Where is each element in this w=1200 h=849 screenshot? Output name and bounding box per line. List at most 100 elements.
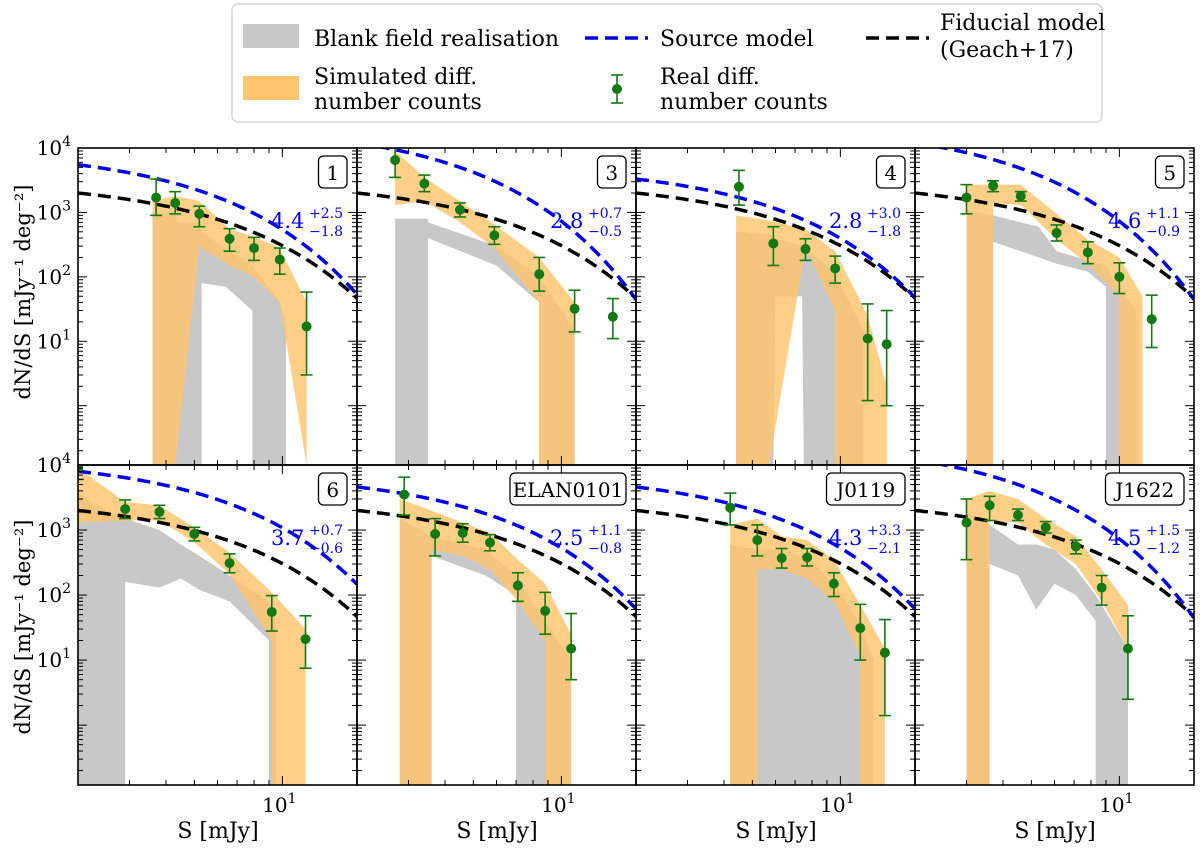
data-marker: [151, 192, 162, 203]
data-marker: [390, 155, 401, 166]
blank-field-band: [966, 209, 1138, 465]
x-axis-label-col2: S [mJy]: [456, 819, 537, 844]
estimate-lower: −1.2: [1146, 541, 1180, 557]
estimate-value: 4.3: [829, 526, 862, 550]
y-axis-label-top: dN/dS [mJy⁻¹ deg⁻²]: [11, 185, 35, 400]
data-marker: [399, 489, 410, 500]
data-point: [300, 291, 313, 376]
fiducial-model-line: [636, 508, 915, 618]
legend-sim-label-1: Simulated diff.: [314, 65, 477, 90]
panel-label: 6: [326, 478, 339, 502]
estimate-upper: +1.5: [1146, 523, 1180, 539]
y-tick-label: 102: [37, 581, 71, 607]
data-point: [188, 526, 201, 542]
data-marker: [776, 553, 787, 564]
data-marker: [569, 303, 580, 314]
data-marker: [988, 180, 999, 191]
data-marker: [802, 552, 813, 563]
estimate-upper: +0.7: [588, 206, 622, 222]
simulated-band: [966, 184, 1143, 465]
estimate-value: 4.4: [271, 209, 304, 233]
legend-blank-label: Blank field realisation: [314, 27, 559, 52]
x-axis-label-col1: S [mJy]: [177, 819, 258, 844]
x-tick-label: 101: [1099, 791, 1133, 817]
data-marker: [301, 321, 312, 332]
data-point: [878, 618, 891, 717]
data-marker: [540, 605, 551, 616]
data-marker: [961, 192, 972, 203]
data-marker: [266, 606, 277, 617]
ticks: [77, 147, 357, 465]
data-marker: [733, 181, 744, 192]
data-marker: [725, 502, 736, 513]
data-marker: [300, 634, 311, 645]
data-marker: [484, 537, 495, 548]
data-marker: [454, 204, 465, 215]
panel-label: J0119: [834, 478, 895, 502]
data-marker: [189, 528, 200, 539]
data-point: [880, 309, 893, 407]
y-axis-label-bottom: dN/dS [mJy⁻¹ deg⁻²]: [11, 520, 35, 735]
data-marker: [1051, 227, 1062, 238]
panel-4: 4 2.8 +3.0 −1.8: [635, 147, 916, 466]
data-marker: [830, 263, 841, 274]
data-point: [724, 492, 737, 526]
simulated-band: [966, 490, 1128, 785]
data-point: [119, 499, 132, 520]
estimate-lower: −0.6: [309, 541, 343, 557]
blank-field-band: [78, 490, 276, 785]
legend-frame: [231, 3, 1103, 123]
estimate-lower: −0.9: [1146, 224, 1180, 240]
data-point: [732, 169, 745, 206]
source-model-line: [934, 148, 1194, 301]
data-point: [960, 498, 973, 561]
x-tick-label: 101: [541, 791, 575, 817]
panel-label: J1622: [1113, 478, 1174, 502]
panel-label: 1: [326, 161, 339, 185]
estimate-lower: −1.8: [309, 224, 343, 240]
y-tick-label: 103: [37, 516, 71, 542]
panel-label-box: [509, 472, 627, 506]
legend-fiducial-label-1: Fiducial model: [940, 11, 1105, 36]
panel-frame: [914, 464, 1195, 786]
estimate-upper: +1.1: [588, 523, 622, 539]
panel-label: 3: [605, 161, 618, 185]
data-marker: [1040, 522, 1051, 533]
data-point: [533, 256, 546, 292]
estimate-upper: +3.0: [867, 206, 901, 222]
data-point: [983, 495, 996, 522]
simulated-band: [152, 196, 307, 465]
data-point: [861, 303, 874, 402]
data-marker: [800, 244, 811, 255]
x-axis-label-col4: S [mJy]: [1014, 819, 1095, 844]
source-model-line: [636, 485, 915, 611]
data-point: [801, 547, 814, 567]
data-point: [223, 227, 236, 253]
y-tick-label: 101: [37, 327, 71, 353]
data-marker: [457, 528, 468, 539]
ticks: [77, 464, 357, 785]
simulated-band: [399, 499, 572, 785]
fiducial-model-line: [78, 191, 357, 300]
y-tick-label: 104: [37, 451, 71, 477]
panel-label: 5: [1163, 161, 1176, 185]
data-marker: [194, 208, 205, 219]
data-point: [1095, 574, 1108, 606]
data-point: [751, 524, 764, 557]
panel-label-box: [317, 155, 348, 189]
x-tick-label: 101: [262, 791, 296, 817]
data-marker: [566, 643, 577, 654]
panel-label-box: [1154, 155, 1185, 189]
data-point: [389, 148, 402, 179]
panel-j1622: 101 J1622 4.5 +1.5 −1.2: [914, 464, 1195, 817]
data-point: [453, 202, 466, 218]
panel-6: 104 103 102 101 101 6 3.7 +0.7 −0.6: [37, 451, 358, 817]
data-marker: [419, 178, 430, 189]
legend-blank-swatch: [243, 24, 299, 48]
data-marker: [961, 517, 972, 528]
data-marker: [879, 647, 890, 658]
plot-area: [357, 148, 636, 465]
data-marker: [224, 558, 235, 569]
estimate-upper: +0.7: [309, 523, 343, 539]
